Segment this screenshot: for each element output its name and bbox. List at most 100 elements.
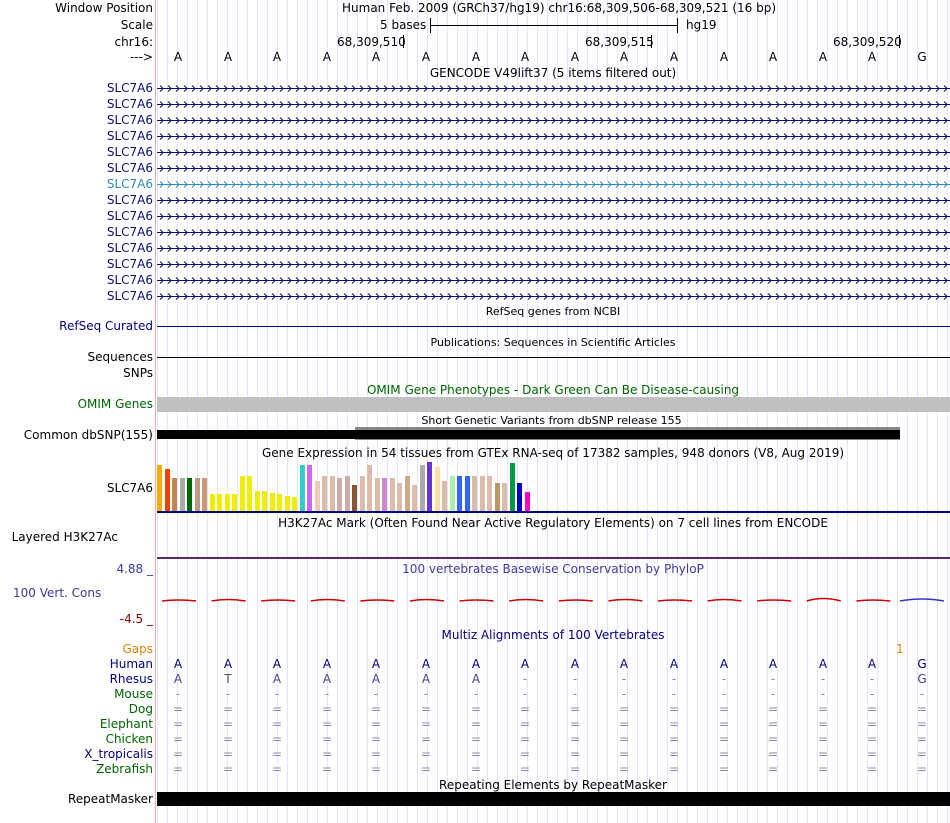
- sequences-line[interactable]: [157, 357, 950, 358]
- gtex-tissue-bar[interactable]: [457, 476, 462, 511]
- gencode-gene-label[interactable]: SLC7A6: [106, 257, 153, 271]
- gtex-tissue-bar[interactable]: [292, 497, 297, 511]
- gtex-tissue-bar[interactable]: [494, 483, 500, 511]
- phylop-track-label[interactable]: 100 Vert. Cons: [13, 586, 102, 600]
- gtex-tissue-bar[interactable]: [284, 496, 290, 511]
- multiz-base: A: [471, 657, 481, 671]
- gencode-gene-label[interactable]: SLC7A6: [106, 129, 153, 143]
- multiz-species-label[interactable]: Mouse: [114, 687, 153, 701]
- multiz-species-label[interactable]: Chicken: [105, 732, 153, 746]
- gencode-gene-label[interactable]: SLC7A6: [106, 177, 153, 191]
- multiz-base: A: [272, 672, 282, 686]
- multiz-species-label[interactable]: X_tropicalis: [84, 747, 153, 761]
- repeatmasker-track-label[interactable]: RepeatMasker: [67, 792, 153, 806]
- gtex-tissue-bar[interactable]: [464, 476, 470, 511]
- gtex-tissue-bar[interactable]: [487, 476, 492, 511]
- gtex-tissue-bar[interactable]: [442, 481, 447, 511]
- gtex-tissue-bar[interactable]: [299, 465, 305, 511]
- multiz-base: =: [718, 747, 730, 761]
- multiz-gaps-label[interactable]: Gaps: [122, 642, 153, 656]
- gtex-tissue-bar[interactable]: [389, 478, 395, 511]
- multiz-species-label[interactable]: Zebrafish: [96, 762, 153, 776]
- gencode-gene-label[interactable]: SLC7A6: [106, 97, 153, 111]
- gencode-gene-label[interactable]: SLC7A6: [106, 113, 153, 127]
- gtex-tissue-bar[interactable]: [314, 481, 320, 511]
- gtex-tissue-bar[interactable]: [254, 491, 260, 511]
- gtex-tissue-bar[interactable]: [509, 463, 515, 511]
- gtex-tissue-bar[interactable]: [359, 476, 365, 511]
- gencode-gene-label[interactable]: SLC7A6: [106, 193, 153, 207]
- refseq-line[interactable]: [157, 326, 950, 327]
- omim-track-label[interactable]: OMIM Genes: [77, 397, 153, 411]
- gtex-tissue-bar[interactable]: [194, 478, 200, 511]
- phylop-track-title: 100 vertebrates Basewise Conservation by…: [402, 562, 704, 576]
- gencode-gene-label[interactable]: SLC7A6: [106, 241, 153, 255]
- dbsnp-track-label[interactable]: Common dbSNP(155): [23, 428, 153, 442]
- gtex-tissue-bar[interactable]: [239, 476, 245, 511]
- gtex-tissue-bar[interactable]: [419, 465, 425, 511]
- snps-track-label[interactable]: SNPs: [123, 366, 153, 380]
- gtex-tissue-bar[interactable]: [277, 494, 282, 511]
- multiz-species-label[interactable]: Dog: [128, 702, 153, 716]
- gencode-gene-label[interactable]: SLC7A6: [106, 81, 153, 95]
- gtex-tissue-bar[interactable]: [172, 478, 177, 511]
- pos-tick-label: 68,309,510: [337, 35, 406, 49]
- gtex-tissue-bar[interactable]: [374, 478, 380, 511]
- gtex-tissue-bar[interactable]: [479, 476, 485, 511]
- gtex-tissue-bar[interactable]: [179, 478, 185, 511]
- gtex-tissue-bar[interactable]: [502, 483, 507, 511]
- gtex-tissue-bar[interactable]: [412, 485, 417, 511]
- gtex-tissue-bar[interactable]: [322, 476, 327, 511]
- gtex-tissue-bar[interactable]: [202, 478, 207, 511]
- sequences-track-label[interactable]: Sequences: [87, 350, 153, 364]
- phylop-segment: [856, 599, 891, 602]
- gtex-tissue-bar[interactable]: [247, 476, 252, 511]
- gtex-tissue-bar[interactable]: [307, 465, 312, 511]
- gtex-tissue-bar[interactable]: [434, 467, 440, 511]
- gtex-tissue-bar[interactable]: [187, 478, 192, 511]
- multiz-species-label[interactable]: Human: [109, 657, 153, 671]
- dbsnp-black-feature[interactable]: [157, 430, 900, 439]
- multiz-base: =: [618, 717, 630, 731]
- gtex-tissue-bar[interactable]: [427, 462, 432, 511]
- gtex-track-label[interactable]: SLC7A6: [106, 481, 153, 495]
- gtex-tissue-bar[interactable]: [404, 476, 410, 511]
- gtex-tissue-bar[interactable]: [337, 478, 342, 511]
- multiz-base: -: [373, 687, 379, 701]
- gtex-tissue-bar[interactable]: [524, 492, 530, 511]
- gtex-tissue-bar[interactable]: [157, 465, 162, 511]
- gtex-tissue-bar[interactable]: [329, 476, 335, 511]
- gencode-strand-chevrons: [159, 229, 948, 236]
- gtex-tissue-bar[interactable]: [262, 491, 267, 511]
- gtex-tissue-bar[interactable]: [164, 469, 170, 511]
- repeatmasker-feature[interactable]: [157, 792, 950, 806]
- gtex-tissue-bar[interactable]: [224, 494, 230, 511]
- gtex-tissue-bar[interactable]: [344, 476, 350, 511]
- gencode-gene-label[interactable]: SLC7A6: [106, 225, 153, 239]
- gtex-tissue-bar[interactable]: [209, 494, 215, 511]
- multiz-base: A: [371, 672, 381, 686]
- gtex-tissue-bar[interactable]: [217, 494, 222, 511]
- gencode-gene-label[interactable]: SLC7A6: [106, 209, 153, 223]
- gtex-tissue-bar[interactable]: [397, 483, 402, 511]
- gtex-tissue-bar[interactable]: [352, 485, 357, 511]
- gtex-tissue-bar[interactable]: [449, 476, 455, 511]
- multiz-species-label[interactable]: Elephant: [99, 717, 153, 731]
- gtex-tissue-bar[interactable]: [269, 493, 275, 511]
- refseq-track-label[interactable]: RefSeq Curated: [59, 319, 153, 333]
- gencode-gene-label[interactable]: SLC7A6: [106, 145, 153, 159]
- multiz-species-label[interactable]: Rhesus: [109, 672, 153, 686]
- gtex-tissue-bar[interactable]: [367, 465, 372, 511]
- h3k27ac-track-label[interactable]: Layered H3K27Ac: [11, 530, 118, 544]
- gtex-tissue-bar[interactable]: [517, 483, 522, 511]
- gencode-gene-label[interactable]: SLC7A6: [106, 289, 153, 303]
- multiz-base: =: [271, 717, 283, 731]
- gtex-tissue-bar[interactable]: [472, 476, 477, 511]
- gencode-gene-label[interactable]: SLC7A6: [106, 273, 153, 287]
- gtex-tissue-bar[interactable]: [232, 494, 237, 511]
- omim-feature[interactable]: [157, 397, 950, 412]
- gencode-gene-label[interactable]: SLC7A6: [106, 161, 153, 175]
- gtex-tissue-bar[interactable]: [382, 478, 387, 511]
